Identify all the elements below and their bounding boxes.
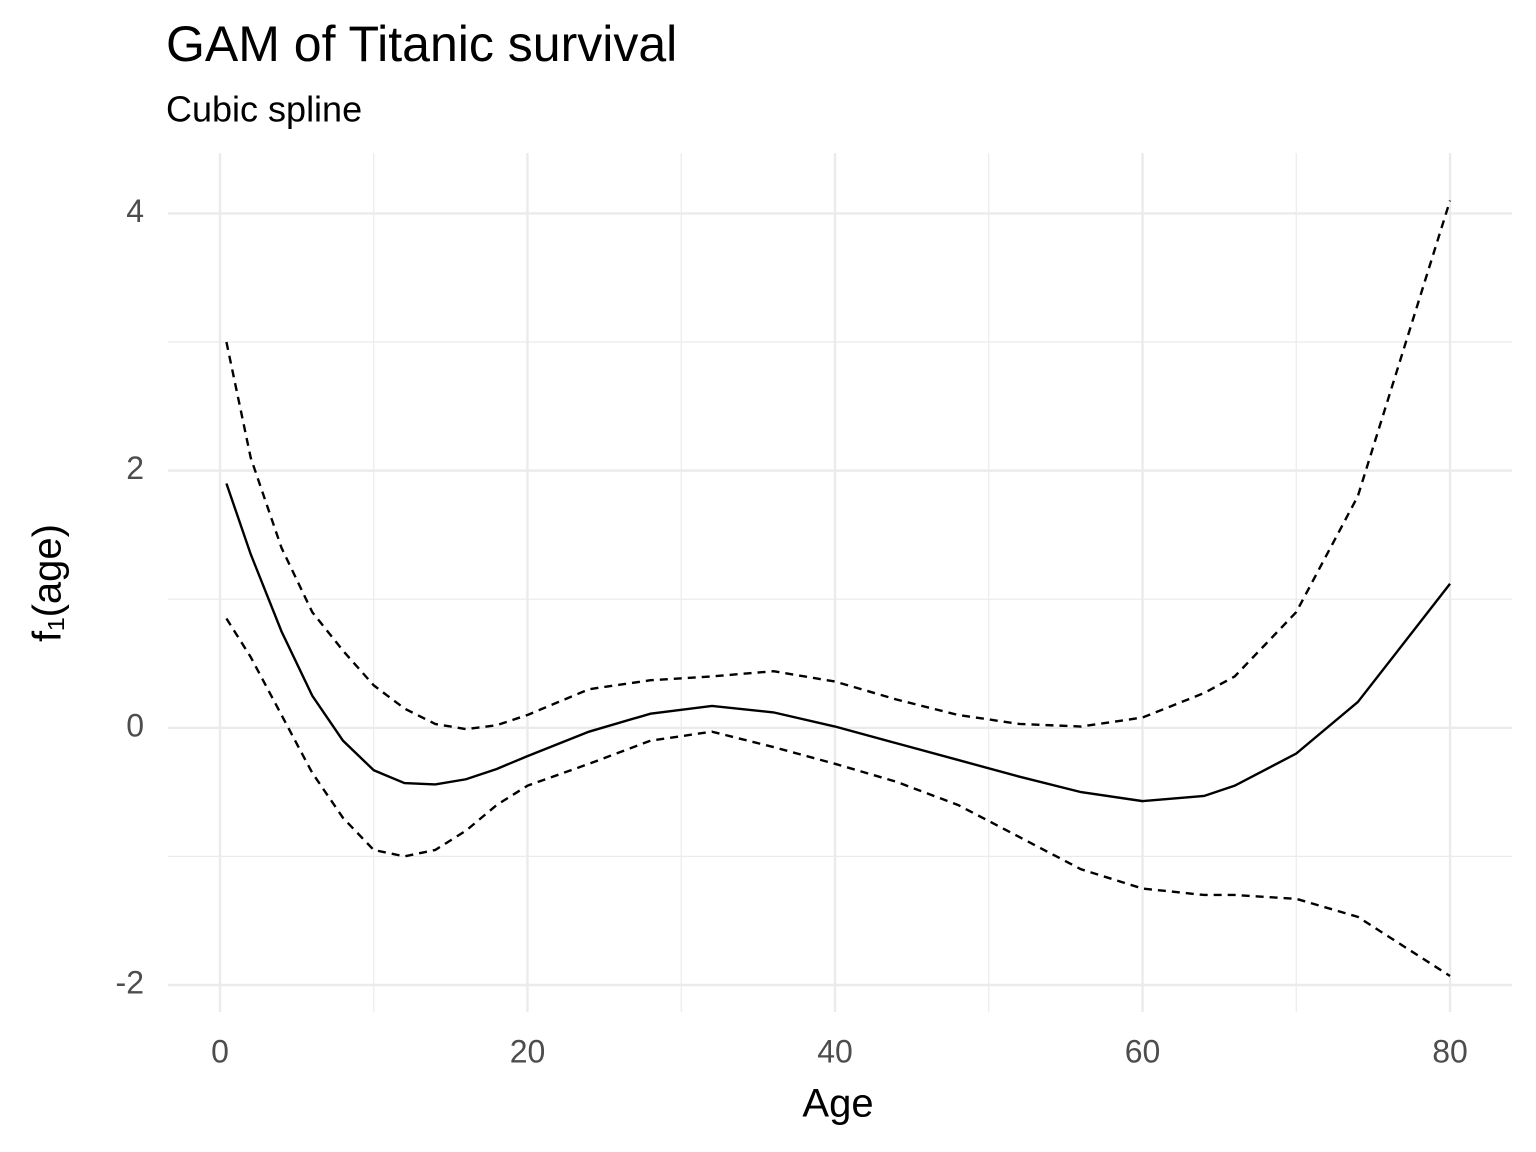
chart-title: GAM of Titanic survival	[166, 16, 677, 72]
x-tick-label: 40	[817, 1033, 853, 1069]
line	[225, 617, 1451, 978]
line	[225, 200, 1452, 731]
line	[225, 483, 1451, 803]
x-tick-label: 20	[510, 1033, 546, 1069]
y-tick-label: 0	[126, 707, 144, 743]
y-axis-title: f₁(age)	[26, 524, 70, 642]
y-tick-label: -2	[116, 964, 144, 1000]
y-tick-label: 4	[126, 193, 144, 229]
x-tick-label: 60	[1125, 1033, 1161, 1069]
y-tick-label: 2	[126, 450, 144, 486]
x-tick-label: 0	[211, 1033, 229, 1069]
chart-subtitle: Cubic spline	[166, 89, 362, 130]
x-tick-label: 80	[1432, 1033, 1468, 1069]
x-axis-title: Age	[802, 1082, 873, 1126]
